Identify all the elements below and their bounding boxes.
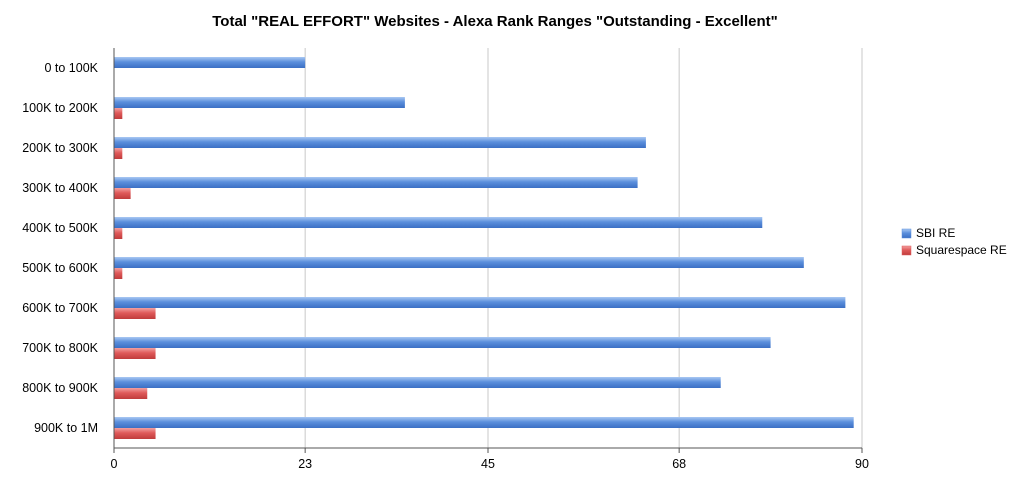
category-label: 0 to 100K (44, 61, 98, 75)
bars (114, 57, 854, 439)
category-label: 400K to 500K (22, 221, 98, 235)
category-labels: 0 to 100K 100K to 200K 200K to 300K 300K to… (22, 61, 98, 435)
bar-squarespace-re (114, 428, 156, 439)
category-label: 700K to 800K (22, 341, 98, 355)
axes (113, 48, 863, 453)
bar-sbi-re (114, 257, 804, 268)
legend: SBI RE Squarespace RE (901, 226, 1007, 257)
category-label: 900K to 1M (34, 421, 98, 435)
x-tick-label: 0 (111, 457, 118, 471)
category-label: 100K to 200K (22, 101, 98, 115)
bar-squarespace-re (114, 188, 131, 199)
bar-squarespace-re (114, 148, 123, 159)
legend-swatch (901, 228, 912, 239)
bar-squarespace-re (114, 268, 123, 279)
x-tick-label: 23 (298, 457, 312, 471)
category-label: 200K to 300K (22, 141, 98, 155)
bar-sbi-re (114, 57, 306, 68)
legend-label: Squarespace RE (916, 243, 1007, 257)
bar-sbi-re (114, 377, 721, 388)
bar-sbi-re (114, 177, 638, 188)
bar-sbi-re (114, 297, 846, 308)
bar-squarespace-re (114, 388, 148, 399)
category-label: 600K to 700K (22, 301, 98, 315)
bar-squarespace-re (114, 108, 123, 119)
bar-sbi-re (114, 137, 646, 148)
legend-swatch (901, 245, 912, 256)
chart-title: Total "REAL EFFORT" Websites - Alexa Ran… (212, 13, 778, 30)
x-tick-label: 68 (672, 457, 686, 471)
bar-sbi-re (114, 337, 771, 348)
bar-sbi-re (114, 217, 763, 228)
bar-squarespace-re (114, 348, 156, 359)
category-label: 300K to 400K (22, 181, 98, 195)
bar-squarespace-re (114, 228, 123, 239)
legend-label: SBI RE (916, 226, 955, 240)
x-tick-label: 45 (481, 457, 495, 471)
bar-squarespace-re (114, 308, 156, 319)
bar-sbi-re (114, 417, 854, 428)
category-label: 800K to 900K (22, 381, 98, 395)
category-label: 500K to 600K (22, 261, 98, 275)
x-tick-labels: 0 23 45 68 90 (111, 457, 869, 471)
x-tick-label: 90 (855, 457, 869, 471)
bar-sbi-re (114, 97, 405, 108)
